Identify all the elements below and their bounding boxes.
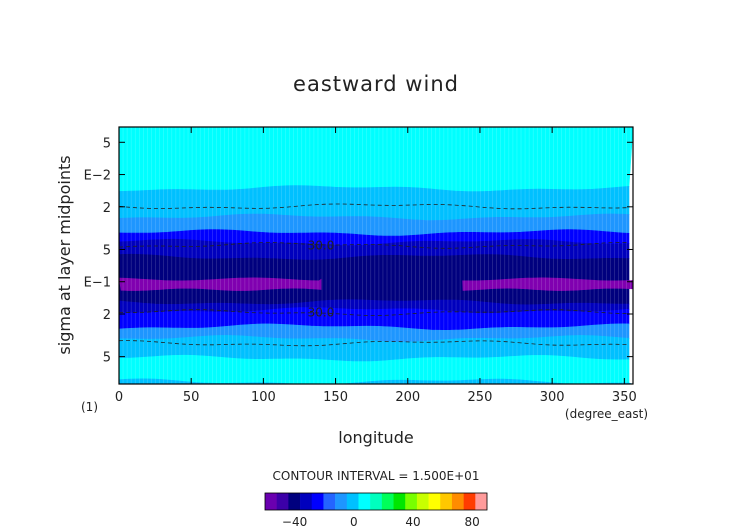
band: [118, 378, 634, 385]
corner-label: (1): [81, 400, 98, 414]
band: [118, 185, 630, 221]
dashed-contours: [118, 203, 630, 347]
colorbar-tick-label: 0: [350, 515, 358, 529]
jet-core: [118, 277, 322, 291]
y-axis-label: sigma at layer midpoints: [55, 155, 74, 354]
colorbar: [264, 492, 488, 511]
plot-area: 30.0 30.0: [118, 126, 634, 385]
x-tick-label: 250: [468, 390, 493, 405]
colorbar-swatch: [405, 493, 418, 510]
contour-line: [118, 203, 630, 210]
contour-line: [119, 309, 630, 316]
contour-labels: 30.0 30.0: [308, 238, 335, 319]
x-tick-label: 300: [540, 390, 565, 405]
colorbar-swatch: [475, 493, 488, 510]
colorbar-swatch: [416, 493, 429, 510]
x-tick-label: 50: [183, 390, 200, 405]
colorbar-swatch: [381, 493, 394, 510]
x-axis-label: longitude: [338, 428, 413, 447]
colorbar-swatch: [311, 493, 324, 510]
contour-label: 30.0: [308, 238, 335, 252]
y-tick-label: E−2: [84, 169, 111, 184]
contour-line: [118, 241, 630, 249]
x-unit-label: (degree_east): [565, 407, 648, 421]
colorbar-swatch: [358, 493, 371, 510]
plot-frame: [118, 126, 634, 385]
colorbar-frame: [264, 492, 488, 511]
x-tick-label: 0: [115, 390, 123, 405]
colorbar-swatch: [335, 493, 348, 510]
contour-line: [118, 340, 630, 347]
colorbar-tick-label: 40: [405, 515, 420, 529]
y-tick-label: 5: [103, 136, 111, 151]
y-tick-label: 5: [103, 351, 111, 366]
x-tick-label: 100: [251, 390, 276, 405]
jet-core-regions: [118, 277, 634, 291]
shaded-bands: [118, 126, 634, 385]
colorbar-swatch: [346, 493, 359, 510]
x-tick-label: 200: [395, 390, 420, 405]
y-tick-label: E−1: [84, 276, 111, 291]
y-tick-label: 2: [103, 308, 111, 323]
colorbar-swatch: [265, 493, 277, 510]
x-tick-label: 350: [612, 390, 637, 405]
colorbar-tick-label: −40: [282, 515, 307, 529]
colorbar-tick-label: 80: [465, 515, 480, 529]
x-tick-label: 150: [323, 390, 348, 405]
colorbar-swatch: [288, 493, 301, 510]
colorbar-swatch: [440, 493, 453, 510]
colorbar-swatch: [463, 493, 476, 510]
y-axis-ticks: 5 E−2 2 5 E−1 2 5: [84, 136, 633, 366]
x-axis-ticks: 0 50 100 150 200 250 300 350: [115, 127, 637, 405]
colorbar-swatch: [300, 493, 313, 510]
colorbar-swatch: [370, 493, 383, 510]
contour-label: 30.0: [308, 306, 335, 320]
y-tick-label: 2: [103, 201, 111, 216]
colorbar-swatch: [393, 493, 406, 510]
colorbar-swatch: [451, 493, 464, 510]
colorbar-ticks: −40 0 40 80: [282, 515, 480, 529]
colorbar-swatch: [323, 493, 336, 510]
y-tick-label: 5: [103, 243, 111, 258]
chart-title: eastward wind: [293, 72, 459, 96]
colorbar-swatch: [276, 493, 289, 510]
contour-interval-label: CONTOUR INTERVAL = 1.500E+01: [273, 469, 480, 483]
colorbar-swatch: [428, 493, 441, 510]
